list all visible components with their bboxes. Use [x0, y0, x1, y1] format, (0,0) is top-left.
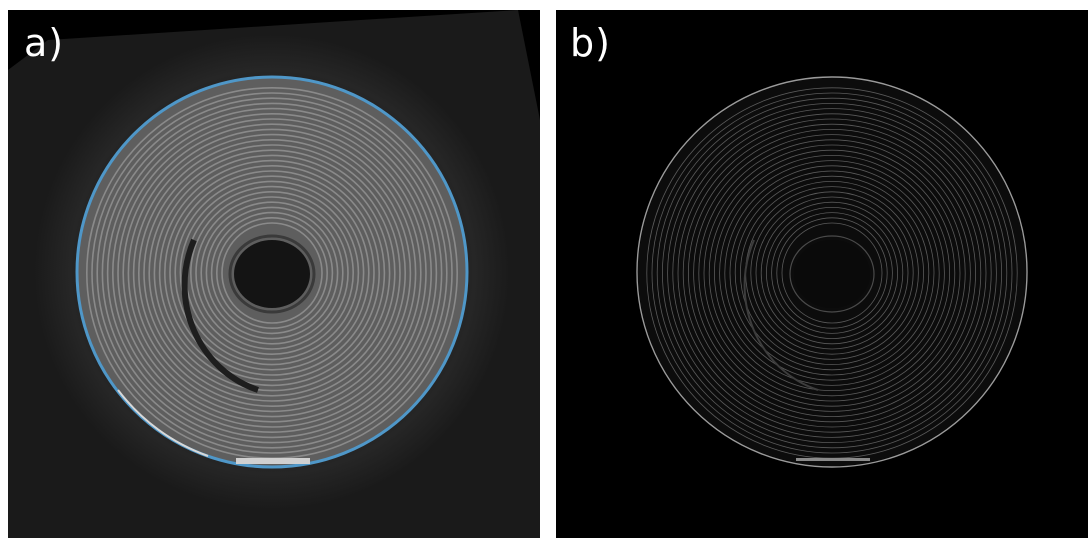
ring	[179, 180, 365, 366]
ring	[765, 206, 898, 339]
ring	[677, 118, 987, 428]
spiral-seam	[743, 239, 819, 391]
ring	[713, 154, 950, 391]
ring	[755, 196, 909, 350]
ring	[174, 175, 370, 371]
ring	[143, 144, 401, 402]
ring	[117, 118, 427, 428]
ring	[708, 149, 956, 397]
ring	[96, 97, 448, 449]
ring	[734, 175, 930, 371]
ring	[724, 165, 940, 381]
ring	[221, 222, 323, 324]
center-hole-rim	[789, 235, 875, 313]
ring	[682, 123, 982, 423]
ring	[210, 211, 334, 335]
ring	[672, 113, 992, 433]
bottom-tab	[796, 458, 870, 461]
ring	[687, 128, 977, 418]
ring	[781, 222, 883, 324]
ring	[719, 160, 945, 386]
panel-b: b)	[556, 10, 1088, 538]
outer-outline	[636, 76, 1028, 468]
ring	[112, 113, 432, 433]
ring	[153, 154, 391, 392]
panel-b-image	[636, 76, 1028, 468]
ring	[205, 206, 339, 340]
ring	[195, 196, 349, 350]
ring	[739, 180, 924, 365]
ring	[200, 201, 344, 345]
ring	[132, 133, 412, 413]
panel-b-label: b)	[570, 21, 611, 65]
ring	[693, 134, 971, 412]
bottom-tab	[236, 458, 310, 464]
ring	[698, 139, 966, 407]
ring	[122, 123, 422, 423]
ring	[101, 102, 443, 444]
ring	[776, 217, 888, 329]
ring	[729, 170, 935, 376]
ring	[158, 159, 386, 387]
ring	[760, 201, 904, 345]
ring	[164, 165, 380, 381]
ring	[656, 97, 1008, 449]
center-hole	[234, 240, 310, 308]
ring	[651, 92, 1013, 454]
panel-a: a)	[8, 10, 540, 538]
center-hole	[794, 240, 870, 308]
panel-a-image	[8, 10, 540, 538]
ring	[138, 139, 406, 407]
panel-a-label: a)	[24, 21, 65, 65]
outer-outline	[75, 75, 469, 469]
outer-highlight	[117, 389, 209, 457]
ring	[91, 92, 453, 454]
ring	[106, 107, 438, 439]
spiral-seam	[181, 238, 259, 393]
ring	[771, 212, 893, 334]
ring	[127, 128, 417, 418]
ring	[703, 144, 961, 402]
ring	[667, 108, 997, 438]
ring	[169, 170, 375, 376]
ring	[216, 217, 329, 330]
center-hole-rim	[228, 234, 316, 314]
ring	[750, 191, 914, 355]
ring	[661, 102, 1003, 444]
ring	[190, 191, 354, 355]
ring	[148, 149, 396, 397]
